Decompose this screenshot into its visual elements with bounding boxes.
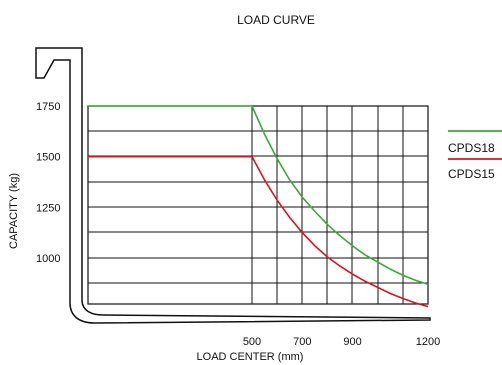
grid-layer bbox=[88, 106, 428, 304]
series-layer bbox=[88, 105, 429, 308]
legend-label-cpds15: CPDS15 bbox=[448, 167, 495, 181]
fork-outline bbox=[35, 47, 431, 324]
series-line-cpds15 bbox=[88, 155, 429, 308]
y-axis-title: CAPACITY (kg) bbox=[8, 173, 20, 249]
x-axis-title: LOAD CENTER (mm) bbox=[197, 351, 304, 363]
chart-title: LOAD CURVE bbox=[237, 13, 315, 27]
x-tick-label: 1200 bbox=[416, 336, 440, 348]
x-tick-label: 700 bbox=[293, 336, 311, 348]
ticks-layer: 1000 1250 1500 1750 500 700 900 1200 bbox=[36, 101, 440, 348]
plot-frame bbox=[87, 105, 429, 305]
legend-label-cpds18: CPDS18 bbox=[448, 141, 495, 155]
y-tick-label: 1000 bbox=[36, 253, 60, 265]
forklift-fork-shape bbox=[35, 47, 431, 324]
y-tick-label: 1500 bbox=[36, 152, 60, 164]
x-tick-label: 500 bbox=[243, 336, 261, 348]
legend: CPDS18 CPDS15 bbox=[448, 130, 502, 181]
series-line-cpds18 bbox=[88, 105, 429, 286]
y-tick-label: 1250 bbox=[36, 202, 60, 214]
y-tick-label: 1750 bbox=[36, 101, 60, 113]
x-tick-label: 900 bbox=[343, 336, 361, 348]
